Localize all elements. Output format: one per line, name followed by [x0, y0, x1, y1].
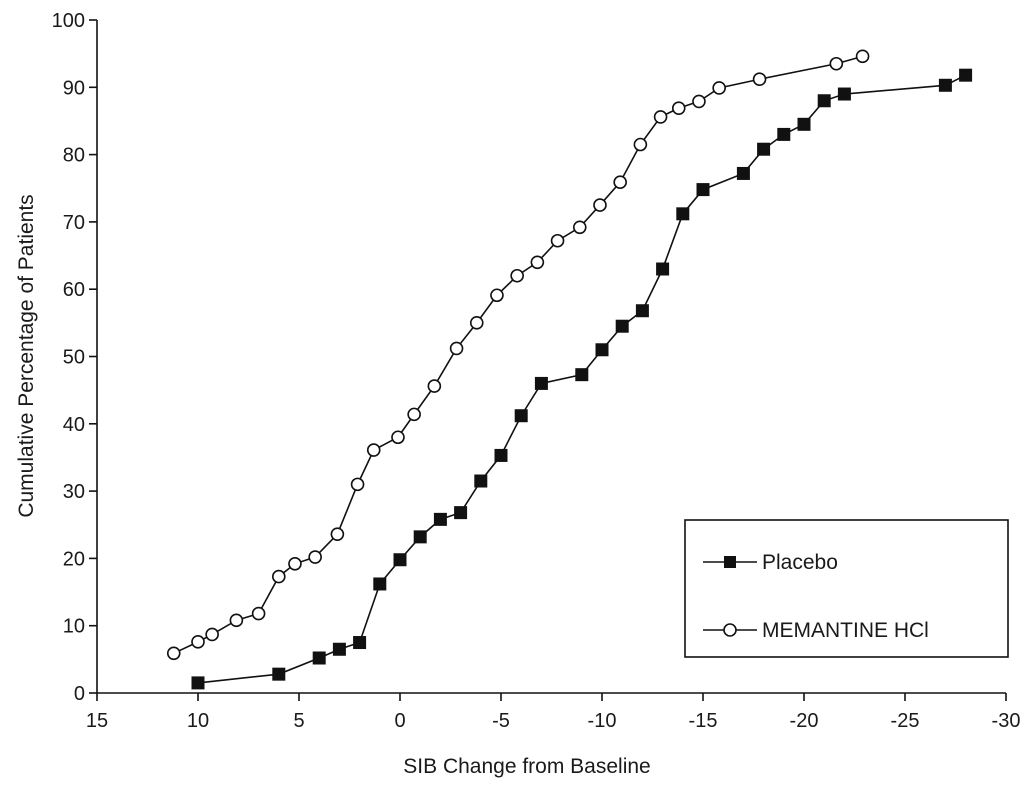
- y-tick-label: 50: [63, 347, 85, 369]
- memantine-point: [550, 233, 565, 248]
- y-ticks: 0 10 20 30 40 50 60 70 80 90 100: [52, 10, 97, 705]
- y-tick-label: 40: [63, 414, 85, 436]
- placebo-point: [191, 676, 205, 690]
- memantine-point: [593, 198, 607, 212]
- memantine-point: [449, 341, 464, 356]
- placebo-point: [837, 87, 851, 101]
- memantine-point: [712, 81, 726, 95]
- placebo-point: [938, 78, 952, 92]
- memantine-point: [407, 407, 421, 422]
- memantine-point: [633, 137, 648, 152]
- x-tick-label: -25: [891, 710, 920, 732]
- placebo-point: [575, 368, 589, 382]
- y-axis-title: Cumulative Percentage of Patients: [15, 194, 38, 517]
- placebo-point: [514, 409, 528, 423]
- placebo-point: [736, 166, 750, 180]
- placebo-point: [433, 512, 447, 526]
- x-tick-label: 0: [394, 710, 405, 732]
- legend-placebo-label: Placebo: [762, 551, 838, 574]
- memantine-point: [366, 443, 381, 457]
- y-tick-label: 60: [63, 279, 85, 301]
- legend-memantine-label: MEMANTINE HCl: [762, 619, 929, 642]
- placebo-point: [454, 506, 468, 520]
- memantine-point: [752, 72, 767, 87]
- placebo-point: [393, 553, 407, 567]
- memantine-point: [330, 527, 345, 541]
- memantine-point: [490, 288, 504, 303]
- placebo-point: [332, 642, 346, 656]
- y-tick-label: 30: [63, 481, 85, 503]
- memantine-point: [469, 316, 484, 330]
- legend-placebo-marker: [724, 556, 736, 568]
- x-tick-label: -10: [588, 710, 617, 732]
- legend-box: [684, 519, 1009, 658]
- memantine-point: [350, 477, 365, 492]
- y-tick-label: 90: [63, 77, 85, 99]
- memantine-point: [391, 430, 405, 445]
- placebo-point: [817, 94, 831, 108]
- placebo-point: [797, 117, 811, 131]
- y-tick-label: 0: [74, 683, 85, 705]
- y-tick-label: 10: [63, 616, 85, 638]
- placebo-point: [777, 127, 791, 141]
- memantine-point: [308, 550, 322, 564]
- placebo-point: [676, 207, 690, 221]
- placebo-point: [595, 343, 609, 357]
- x-tick-label: 15: [86, 710, 108, 732]
- y-tick-label: 20: [63, 548, 85, 570]
- memantine-point: [205, 627, 219, 642]
- memantine-point: [229, 613, 244, 628]
- x-tick-label: 5: [293, 710, 304, 732]
- memantine-point: [251, 606, 266, 621]
- memantine-point: [572, 220, 587, 235]
- memantine-point: [530, 255, 545, 270]
- y-tick-label: 80: [63, 145, 85, 167]
- placebo-point: [494, 448, 508, 462]
- memantine-point: [427, 379, 442, 393]
- placebo-point: [272, 667, 286, 681]
- y-tick-label: 100: [52, 10, 85, 32]
- x-tick-label: -30: [992, 710, 1021, 732]
- x-axis-title: SIB Change from Baseline: [403, 755, 650, 778]
- placebo-point: [353, 636, 367, 650]
- memantine-point: [653, 110, 668, 124]
- x-tick-label: -5: [492, 710, 510, 732]
- memantine-point: [692, 94, 706, 109]
- legend-memantine-marker: [723, 623, 737, 637]
- memantine-point: [271, 569, 286, 584]
- placebo-point: [413, 530, 427, 544]
- placebo-point: [615, 319, 629, 333]
- placebo-point: [373, 577, 387, 591]
- series-layer: [166, 49, 973, 690]
- placebo-point: [312, 651, 326, 665]
- x-tick-label: 10: [187, 710, 209, 732]
- memantine-point: [613, 175, 627, 189]
- x-tick-label: -20: [790, 710, 819, 732]
- memantine-point: [829, 56, 844, 71]
- memantine-point: [191, 635, 205, 649]
- y-tick-label: 70: [63, 212, 85, 234]
- placebo-point: [757, 142, 771, 156]
- memantine-point: [855, 49, 870, 64]
- placebo-point: [474, 474, 488, 488]
- placebo-point: [534, 376, 548, 390]
- placebo-point: [959, 68, 973, 82]
- x-ticks: 15 10 5 0 -5 -10 -15 -20 -25 -30: [86, 693, 1021, 732]
- placebo-point: [696, 183, 710, 197]
- memantine-point: [166, 646, 181, 661]
- memantine-point: [288, 556, 302, 571]
- memantine-point: [671, 101, 686, 115]
- x-tick-label: -15: [689, 710, 718, 732]
- legend: Placebo MEMANTINE HCl: [684, 519, 1009, 658]
- memantine-point: [510, 268, 524, 283]
- placebo-point: [635, 304, 649, 318]
- placebo-point: [656, 262, 670, 276]
